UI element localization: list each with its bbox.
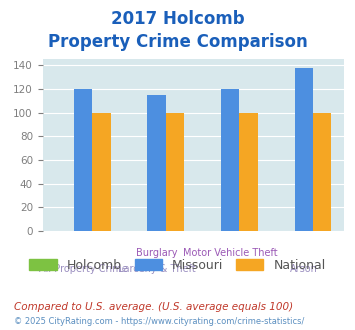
Bar xyxy=(92,113,111,231)
Bar xyxy=(295,68,313,231)
Text: Larceny & Theft: Larceny & Theft xyxy=(118,264,196,274)
Bar xyxy=(74,89,92,231)
Legend: Holcomb, Missouri, National: Holcomb, Missouri, National xyxy=(26,255,329,276)
Text: All Property Crime: All Property Crime xyxy=(39,264,127,274)
Text: 2017 Holcomb: 2017 Holcomb xyxy=(111,10,244,28)
Bar xyxy=(147,95,166,231)
Bar xyxy=(221,89,240,231)
Text: Burglary: Burglary xyxy=(136,248,178,257)
Text: Arson: Arson xyxy=(290,264,318,274)
Text: Motor Vehicle Theft: Motor Vehicle Theft xyxy=(183,248,278,257)
Bar xyxy=(313,113,332,231)
Text: Property Crime Comparison: Property Crime Comparison xyxy=(48,33,307,51)
Text: © 2025 CityRating.com - https://www.cityrating.com/crime-statistics/: © 2025 CityRating.com - https://www.city… xyxy=(14,317,305,326)
Text: Compared to U.S. average. (U.S. average equals 100): Compared to U.S. average. (U.S. average … xyxy=(14,302,293,312)
Bar xyxy=(166,113,184,231)
Bar xyxy=(240,113,258,231)
